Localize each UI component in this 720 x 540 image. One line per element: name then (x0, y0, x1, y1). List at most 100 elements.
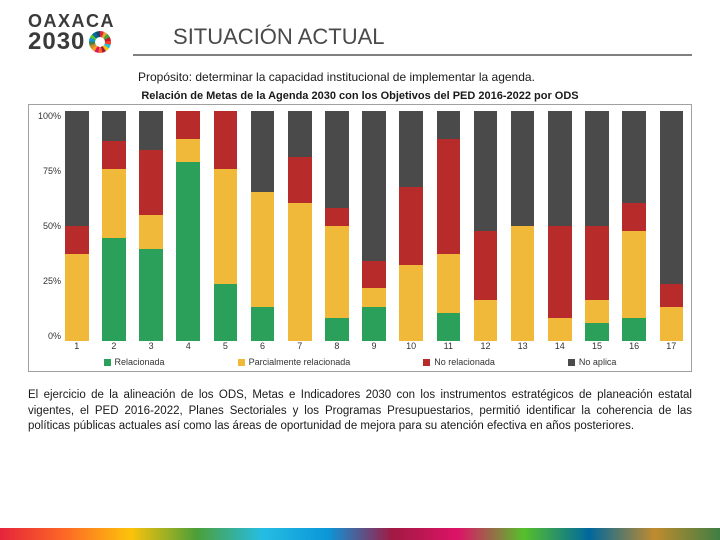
x-tick: 8 (325, 341, 349, 351)
bar-segment-no_rel (399, 187, 423, 265)
bar-segment-no_rel (622, 203, 646, 231)
footer-stripe (0, 528, 720, 540)
x-tick: 11 (437, 341, 461, 351)
bar-segment-no_aplica (474, 111, 498, 231)
bar (176, 111, 200, 341)
bar-segment-no_aplica (251, 111, 275, 192)
bar (474, 111, 498, 341)
y-tick: 100% (37, 111, 61, 121)
bar-segment-no_aplica (437, 111, 461, 139)
bar-segment-parcial (511, 226, 535, 341)
bar (288, 111, 312, 341)
logo-year: 2030 (28, 30, 85, 54)
bar-segment-parcial (176, 139, 200, 162)
chart-legend: Relacionada Parcialmente relacionada No … (67, 357, 653, 367)
bar-segment-no_aplica (548, 111, 572, 226)
bar-segment-relacionada (139, 249, 163, 341)
x-tick: 16 (622, 341, 646, 351)
bar-segment-no_aplica (399, 111, 423, 187)
bar-segment-parcial (214, 169, 238, 284)
x-tick: 1 (65, 341, 89, 351)
bar-segment-parcial (399, 265, 423, 341)
legend-label: Relacionada (115, 357, 165, 367)
bar (437, 111, 461, 341)
bar-segment-parcial (548, 318, 572, 341)
legend-norel: No relacionada (423, 357, 495, 367)
bar-segment-no_rel (437, 139, 461, 254)
bar-segment-no_aplica (139, 111, 163, 150)
x-tick: 12 (474, 341, 498, 351)
y-tick: 50% (37, 221, 61, 231)
logo-bottom-row: 2030 (28, 30, 111, 54)
oaxaca-2030-logo: OAXACA 2030 (28, 12, 115, 54)
x-tick: 7 (288, 341, 312, 351)
bar-segment-no_aplica (362, 111, 386, 261)
legend-noaplica: No aplica (568, 357, 617, 367)
bar-segment-no_rel (102, 141, 126, 169)
bar-segment-no_rel (474, 231, 498, 300)
body-paragraph: El ejercicio de la alineación de los ODS… (28, 388, 692, 435)
bar-segment-no_rel (214, 111, 238, 169)
bar-segment-relacionada (362, 307, 386, 342)
bar (399, 111, 423, 341)
legend-label: Parcialmente relacionada (249, 357, 351, 367)
bar-segment-relacionada (102, 238, 126, 342)
bar-segment-parcial (65, 254, 89, 341)
bar-segment-no_rel (585, 226, 609, 300)
bar-segment-relacionada (437, 313, 461, 341)
bar-segment-no_aplica (65, 111, 89, 226)
x-tick: 2 (102, 341, 126, 351)
bar-segment-parcial (325, 226, 349, 318)
legend-parcial: Parcialmente relacionada (238, 357, 351, 367)
bar-segment-parcial (622, 231, 646, 318)
x-tick: 9 (362, 341, 386, 351)
bar-segment-relacionada (251, 307, 275, 342)
bar-segment-no_aplica (511, 111, 535, 226)
chart-title: Relación de Metas de la Agenda 2030 con … (28, 90, 692, 102)
chart-frame: 100%75%50%25%0% 123456789101112131415161… (28, 104, 692, 372)
y-axis: 100% 75% 50% 25% 0% (37, 111, 65, 341)
x-tick: 5 (214, 341, 238, 351)
bar-segment-parcial (102, 169, 126, 238)
y-tick: 25% (37, 276, 61, 286)
bar (139, 111, 163, 341)
bar-segment-parcial (251, 192, 275, 307)
bar-segment-parcial (585, 300, 609, 323)
legend-relacionada: Relacionada (104, 357, 165, 367)
bar-segment-parcial (437, 254, 461, 314)
bar (102, 111, 126, 341)
bar-segment-parcial (362, 288, 386, 306)
sdg-ring-icon (89, 31, 111, 53)
x-axis: 1234567891011121314151617 (65, 341, 683, 351)
bar (622, 111, 646, 341)
y-tick: 75% (37, 166, 61, 176)
x-tick: 6 (251, 341, 275, 351)
bar-segment-no_rel (288, 157, 312, 203)
bar-segment-no_rel (362, 261, 386, 289)
y-tick: 0% (37, 331, 61, 341)
bar-segment-parcial (660, 307, 684, 342)
x-tick: 4 (176, 341, 200, 351)
bar-segment-parcial (139, 215, 163, 250)
x-tick: 10 (399, 341, 423, 351)
bar (548, 111, 572, 341)
bar-segment-no_rel (325, 208, 349, 226)
slide: OAXACA 2030 SITUACIÓN ACTUAL Propósito: … (0, 0, 720, 540)
bar-segment-no_aplica (622, 111, 646, 203)
x-tick: 14 (548, 341, 572, 351)
x-tick: 15 (585, 341, 609, 351)
bar-segment-no_rel (176, 111, 200, 139)
bar (325, 111, 349, 341)
bar (660, 111, 684, 341)
page-title: SITUACIÓN ACTUAL (133, 24, 692, 56)
bar (511, 111, 535, 341)
bar-segment-no_aplica (585, 111, 609, 226)
bar-segment-no_aplica (325, 111, 349, 208)
bar-segment-no_aplica (288, 111, 312, 157)
x-tick: 13 (511, 341, 535, 351)
title-wrap: SITUACIÓN ACTUAL (133, 12, 692, 56)
plot-area: 100% 75% 50% 25% 0% (37, 111, 683, 341)
bar (214, 111, 238, 341)
bar-segment-no_aplica (102, 111, 126, 141)
legend-label: No relacionada (434, 357, 495, 367)
